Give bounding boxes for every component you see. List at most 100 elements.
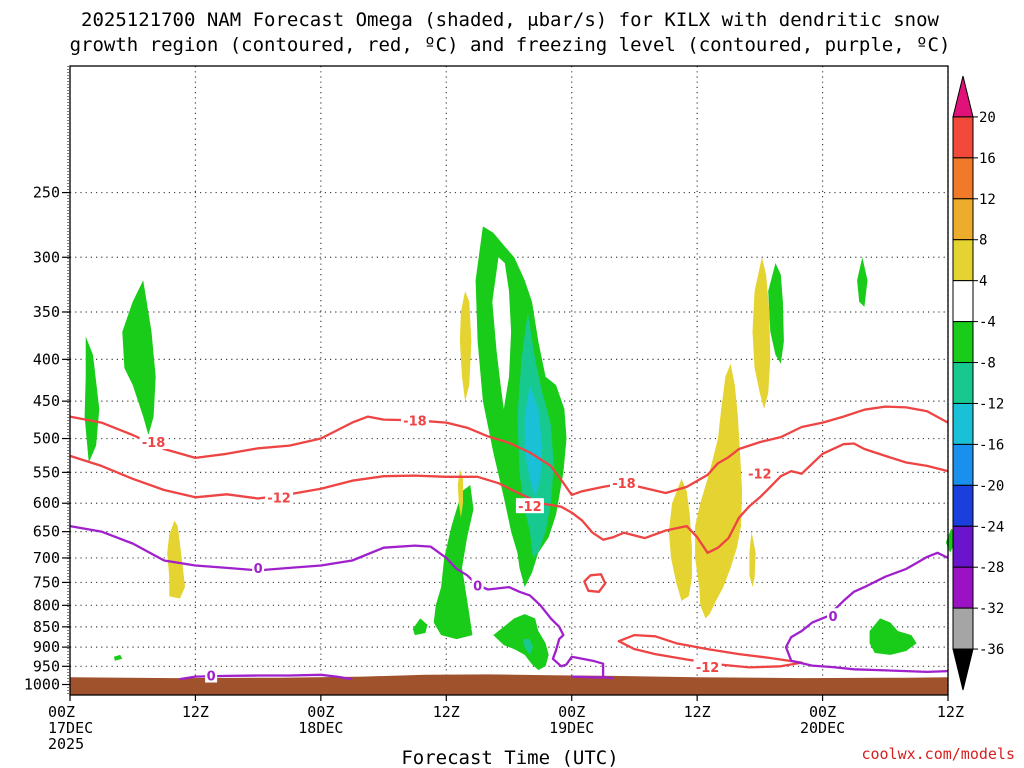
colorbar-bin — [952, 198, 974, 241]
plot-frame — [69, 65, 949, 696]
colorbar-bin — [952, 402, 974, 445]
colorbar-bin — [952, 566, 974, 609]
colorbar-label: -24 — [979, 519, 1004, 535]
colorbar-bin — [952, 443, 974, 486]
omega-shaded-region — [857, 257, 868, 307]
omega-shaded-region — [433, 485, 474, 640]
contour-line — [571, 675, 604, 679]
x-tick-label: 12Z — [182, 703, 209, 721]
y-tick-label: 750 — [33, 573, 60, 591]
omega-shaded-region — [522, 639, 533, 655]
omega-shaded-region — [749, 531, 756, 588]
contour-line — [179, 673, 353, 681]
x-tick-label: 18DEC — [298, 719, 343, 737]
contour-label: -12 — [518, 500, 542, 515]
contour-line — [69, 442, 949, 554]
contour-label-background — [745, 465, 774, 481]
y-tick-label: 550 — [33, 463, 60, 481]
colorbar-label: 12 — [979, 192, 996, 208]
x-tick-label: 17DEC — [48, 719, 93, 737]
colorbar-bin — [952, 280, 974, 323]
omega-shaded-region — [695, 363, 743, 619]
contour-label-background — [252, 559, 265, 575]
colorbar-label: -36 — [979, 642, 1004, 658]
colorbar-arrow-top — [952, 75, 974, 118]
colorbar-label: -4 — [979, 315, 996, 331]
contour-label-background — [693, 659, 722, 675]
plot-area: -18 -18 -18 -12 -12 -12 -12 0 0 0 0 — [67, 65, 957, 696]
colorbar-label: -32 — [979, 601, 1004, 617]
omega-shaded-region — [768, 263, 784, 364]
x-tick-label: 00Z — [307, 703, 334, 721]
y-tick-label: 500 — [33, 430, 60, 448]
contour-label: 0 — [473, 579, 482, 594]
omega-shaded-region — [412, 618, 428, 636]
colorbar-bin — [952, 607, 974, 650]
y-tick-label: 450 — [33, 392, 60, 410]
colorbar-arrow-bottom — [952, 648, 974, 691]
x-tick-label: 20DEC — [800, 719, 845, 737]
contour-line — [583, 573, 607, 593]
y-tick-label: 400 — [33, 350, 60, 368]
contour-label: -12 — [267, 491, 291, 506]
y-tick-label: 700 — [33, 549, 60, 567]
contour-label: -12 — [748, 468, 772, 483]
contour-label: -18 — [142, 436, 166, 451]
contour-label-background — [827, 608, 840, 624]
contour-label-background — [400, 412, 429, 428]
colorbar-label: -12 — [979, 396, 1004, 412]
contour-label-background — [471, 577, 484, 593]
omega-shaded-region — [752, 257, 771, 409]
x-tick-label: 12Z — [684, 703, 711, 721]
y-tick-label: 250 — [33, 184, 60, 202]
contour-label-background — [265, 489, 294, 505]
x-tick-label: 2025 — [48, 735, 84, 753]
y-tick-label: 950 — [33, 657, 60, 675]
colorbar-bin — [952, 484, 974, 527]
omega-shaded-region — [668, 478, 692, 601]
contour-label-background — [139, 434, 168, 450]
omega-shaded-region — [493, 614, 549, 670]
x-tick-label: 19DEC — [549, 719, 594, 737]
colorbar: 20 16 12 8 4 -4 -8 -12 -16 -20 -24 -28 -32 -36 — [952, 75, 1004, 691]
contour-label: -18 — [403, 414, 427, 429]
omega-shaded-region — [457, 469, 463, 518]
y-tick-label: 650 — [33, 523, 60, 541]
y-tick-label: 350 — [33, 303, 60, 321]
colorbar-label: -8 — [979, 356, 996, 372]
contour-label: 0 — [829, 610, 838, 625]
ground-terrain — [70, 674, 948, 695]
colorbar-label: 16 — [979, 151, 996, 167]
x-tick-label: 00Z — [558, 703, 585, 721]
omega-shaded-region — [122, 280, 156, 435]
omega-shaded-region — [869, 618, 917, 655]
y-tick-label: 800 — [33, 596, 60, 614]
y-tick-label: 900 — [33, 638, 60, 656]
colorbar-bin — [952, 116, 974, 159]
colorbar-label: -20 — [979, 478, 1004, 494]
y-axis: 250 300 350 400 450 500 550 600 650 700 750 800 850 9… — [24, 184, 70, 694]
colorbar-bin — [952, 525, 974, 568]
y-tick-label: 300 — [33, 248, 60, 266]
contour-label-background — [515, 498, 544, 514]
y-tick-label: 600 — [33, 494, 60, 512]
colorbar-bin — [952, 362, 974, 404]
omega-shaded-region — [113, 654, 123, 661]
chart-title-line1: 2025121700 NAM Forecast Omega (shaded, μ… — [81, 9, 939, 31]
chart-title-line2: growth region (contoured, red, ºC) and f… — [70, 34, 951, 56]
colorbar-label: 8 — [979, 233, 987, 249]
colorbar-label: -28 — [979, 560, 1004, 576]
x-tick-label: 12Z — [937, 703, 964, 721]
contour-line — [784, 551, 949, 674]
colorbar-bin — [952, 239, 974, 282]
colorbar-bin — [952, 321, 974, 364]
x-axis-label: Forecast Time (UTC) — [401, 747, 618, 768]
contour-label: -12 — [696, 661, 720, 676]
contour-line — [69, 405, 949, 497]
omega-shaded-region — [459, 291, 472, 402]
colorbar-label: 20 — [979, 110, 996, 126]
contour-label-background — [205, 667, 218, 683]
colorbar-label: -16 — [979, 437, 1004, 453]
